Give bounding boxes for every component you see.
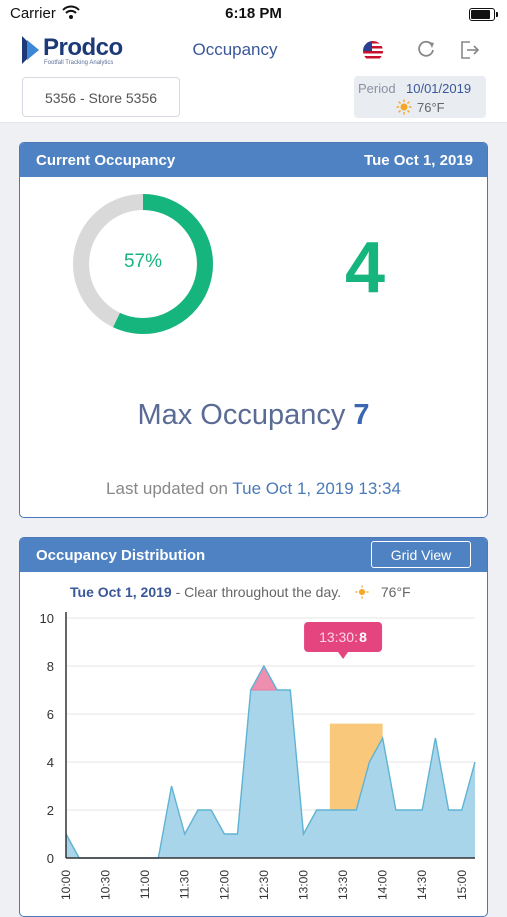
carrier-label: Carrier [10, 5, 56, 22]
y-tick-label: 4 [47, 755, 54, 770]
logo-mark-icon [22, 36, 39, 64]
occupancy-donut [73, 194, 213, 334]
occupancy-area [66, 666, 475, 858]
max-occupancy-value: 7 [353, 399, 370, 431]
page-title: Occupancy [192, 40, 278, 59]
sun-icon [396, 99, 412, 115]
tooltip-value: 8 [359, 629, 367, 645]
highlight-peak [249, 664, 278, 691]
x-tick-label: 15:00 [455, 870, 469, 900]
x-tick-label: 11:30 [178, 870, 192, 899]
tooltip-time: 13:30: [319, 629, 358, 645]
status-time: 6:18 PM [225, 5, 282, 22]
occupancy-distribution-card: Occupancy Distribution Grid View Tue Oct… [19, 537, 488, 917]
last-updated-label: Last updated on [106, 479, 228, 498]
current-count: 4 [344, 228, 386, 308]
distribution-header: Occupancy Distribution Grid View [20, 538, 487, 572]
period-selector[interactable]: Period 10/01/2019 76°F [354, 76, 486, 118]
wifi-icon [62, 5, 80, 19]
y-tick-label: 8 [47, 659, 54, 674]
distribution-temperature: 76°F [380, 584, 411, 600]
distribution-subtitle: Tue Oct 1, 2019 - Clear throughout the d… [70, 584, 411, 600]
max-occupancy: Max Occupancy 7 [20, 399, 487, 432]
occupancy-area-chart: 0 2 4 6 8 10 10:00 10:30 11:00 11:30 12:00 12:30 13:… [40, 611, 476, 900]
highlight-band [329, 723, 383, 810]
brand-name: Prodco [43, 34, 123, 61]
sun-icon [355, 585, 369, 599]
weather-text: - Clear throughout the day. [171, 584, 342, 600]
period-label: Period [358, 81, 396, 96]
app-header: Prodco Footfall Tracking Analytics Occup… [0, 28, 507, 72]
period-date: 10/01/2019 [406, 81, 472, 96]
last-updated-timestamp: Tue Oct 1, 2019 13:34 [232, 479, 401, 498]
y-tick-label: 2 [47, 803, 54, 818]
period-temperature: 76°F [417, 100, 445, 115]
x-tick-label: 14:30 [415, 870, 429, 900]
store-selector[interactable]: 5356 - Store 5356 [22, 77, 180, 117]
us-flag-icon[interactable] [363, 41, 383, 61]
current-occupancy-card: Current Occupancy Tue Oct 1, 2019 57% 4 … [19, 142, 488, 518]
last-updated: Last updated on Tue Oct 1, 2019 13:34 [20, 479, 487, 499]
current-occupancy-title: Current Occupancy [36, 152, 176, 169]
distribution-title: Occupancy Distribution [36, 547, 206, 564]
battery-icon [469, 8, 498, 21]
refresh-icon[interactable] [416, 39, 436, 59]
x-tick-label: 10:00 [59, 870, 73, 900]
x-tick-label: 11:00 [138, 870, 152, 899]
x-tick-label: 12:30 [257, 870, 271, 900]
tooltip-pointer [338, 652, 349, 659]
current-occupancy-header: Current Occupancy Tue Oct 1, 2019 [20, 143, 487, 177]
y-tick-label: 10 [40, 611, 54, 626]
status-bar: Carrier 6:18 PM [0, 0, 507, 28]
occupancy-percent: 57% [123, 251, 163, 272]
filter-bar: 5356 - Store 5356 Period 10/01/2019 76°F [0, 72, 507, 123]
x-tick-label: 10:30 [99, 870, 113, 900]
x-tick-label: 13:30 [336, 870, 350, 900]
x-tick-label: 14:00 [376, 870, 390, 900]
grid-view-button[interactable]: Grid View [371, 541, 471, 568]
donut-fill [73, 194, 213, 334]
current-occupancy-date: Tue Oct 1, 2019 [364, 152, 473, 169]
tooltip-box [304, 622, 383, 652]
brand-tagline: Footfall Tracking Analytics [44, 60, 114, 66]
max-occupancy-label: Max Occupancy [137, 399, 346, 431]
x-tick-label: 12:00 [217, 870, 231, 900]
y-tick-label: 6 [47, 707, 54, 722]
distribution-date: Tue Oct 1, 2019 [70, 584, 172, 600]
y-tick-label: 0 [47, 851, 54, 866]
x-tick-label: 13:00 [296, 870, 310, 900]
logout-icon[interactable] [458, 39, 480, 61]
